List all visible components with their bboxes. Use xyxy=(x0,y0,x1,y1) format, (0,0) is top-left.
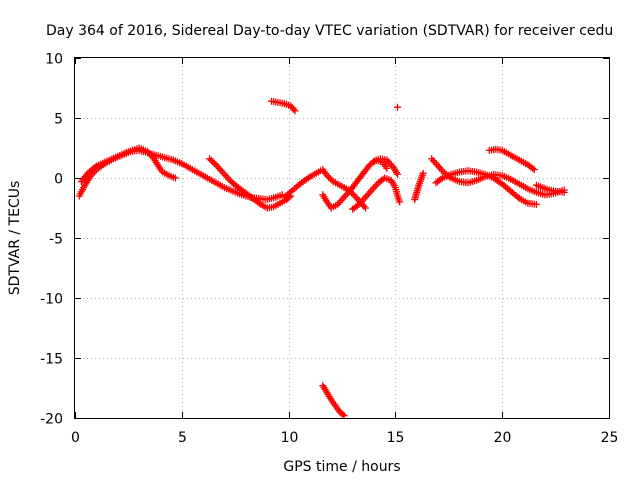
data-point xyxy=(226,177,234,185)
data-point xyxy=(353,202,361,210)
data-point xyxy=(328,176,336,184)
data-point xyxy=(290,105,298,113)
data-point xyxy=(340,412,348,420)
data-point xyxy=(361,204,369,212)
series-arc-11 xyxy=(432,167,540,208)
series-arc-8 xyxy=(370,155,402,178)
y-tick-labels: 10 5 0 -5 -10 -15 -20 xyxy=(40,52,63,428)
axis-ticks xyxy=(75,58,610,419)
series-arc-13 xyxy=(532,181,568,196)
data-point xyxy=(437,175,445,183)
data-point xyxy=(532,200,540,208)
data-point xyxy=(394,103,402,111)
data-point xyxy=(291,107,299,115)
data-point xyxy=(210,159,218,167)
y-tick-label: 10 xyxy=(45,52,63,68)
series-arc-1 xyxy=(75,146,286,204)
data-point xyxy=(349,191,357,198)
data-point xyxy=(396,198,404,206)
y-tick-label: 5 xyxy=(54,112,63,128)
x-tick-label: 15 xyxy=(387,430,405,446)
series-arc-9 xyxy=(411,169,427,204)
y-axis-label: SDTVAR / TECUs xyxy=(7,181,23,296)
data-point xyxy=(560,188,568,196)
y-tick-label: 0 xyxy=(54,172,63,188)
data-point xyxy=(228,178,236,186)
series-arc-5 xyxy=(280,166,369,212)
x-tick-label: 20 xyxy=(494,430,512,446)
data-point xyxy=(419,169,427,177)
plot-frame xyxy=(74,57,610,419)
x-tick-labels: 0 5 10 15 20 25 xyxy=(71,430,618,446)
series-arc-4 xyxy=(268,97,299,115)
series-arc-3 xyxy=(206,155,295,212)
data-points xyxy=(75,97,568,420)
data-point xyxy=(206,155,214,163)
series-arc-2 xyxy=(77,144,179,186)
series-arc-7 xyxy=(349,174,404,213)
x-tick-label: 10 xyxy=(281,430,299,446)
x-tick-label: 25 xyxy=(601,430,619,446)
data-point xyxy=(360,202,368,210)
data-point xyxy=(225,175,233,183)
grid xyxy=(75,58,609,418)
data-point xyxy=(83,171,91,179)
data-point xyxy=(530,166,538,174)
series-point xyxy=(394,103,402,111)
data-point xyxy=(394,170,402,178)
data-point xyxy=(383,164,391,172)
series-arc-14 xyxy=(319,382,348,420)
y-tick-label: -10 xyxy=(40,292,63,308)
y-tick-label: -20 xyxy=(40,412,63,428)
x-axis-label: GPS time / hours xyxy=(283,459,400,475)
y-tick-label: -15 xyxy=(40,352,63,368)
y-tick-label: -5 xyxy=(49,232,63,248)
x-tick-label: 5 xyxy=(178,430,187,446)
data-point xyxy=(255,199,263,207)
data-point xyxy=(171,174,179,182)
data-point xyxy=(323,172,331,180)
x-tick-label: 0 xyxy=(71,430,80,446)
data-point xyxy=(325,173,333,181)
series-arc-12 xyxy=(485,145,538,174)
data-point xyxy=(207,156,215,164)
data-point xyxy=(209,158,217,166)
data-point xyxy=(529,164,537,172)
chart-title: Day 364 of 2016, Sidereal Day-to-day VTE… xyxy=(46,23,613,39)
data-point xyxy=(326,175,334,183)
data-point xyxy=(339,410,347,418)
